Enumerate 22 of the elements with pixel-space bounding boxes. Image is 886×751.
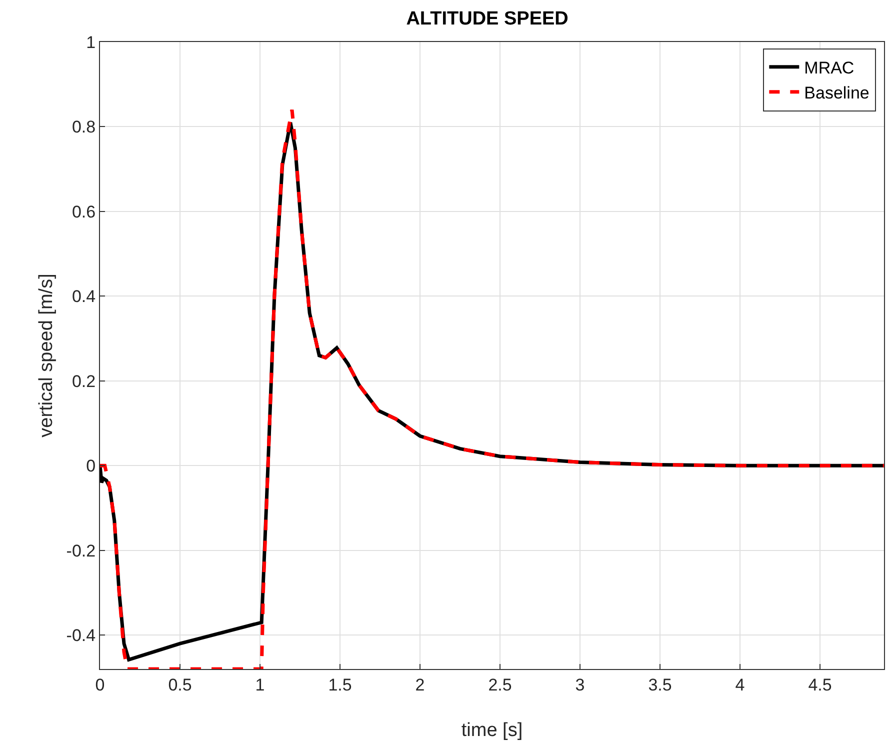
legend-label: Baseline [804,84,870,103]
y-tick-label: -0.4 [66,626,96,646]
x-tick-label: 4.5 [808,675,832,694]
x-tick-label: 0.5 [168,675,192,694]
y-axis-title: vertical speed [m/s] [36,274,57,438]
y-tick-label: 0.2 [72,372,96,391]
x-axis-title: time [s] [461,720,523,741]
x-tick-label: 2 [415,675,425,694]
x-tick-label: 1 [255,675,265,694]
x-tick-label: 2.5 [488,675,512,694]
y-tick-label: 0 [86,456,96,476]
y-tick-label: 0.6 [72,202,96,222]
x-tick-label: 4 [735,675,745,694]
x-tick-label: 1.5 [328,675,352,694]
y-tick-label: 0.4 [72,287,96,306]
chart-title: ALTITUDE SPEED [406,8,568,30]
y-tick-label: 0.8 [72,118,96,137]
x-tick-label: 3 [575,675,585,694]
legend-label: MRAC [804,58,854,78]
y-tick-label: 1 [86,32,96,52]
y-tick-label: -0.2 [66,541,96,560]
x-tick-label: 3.5 [648,675,672,694]
